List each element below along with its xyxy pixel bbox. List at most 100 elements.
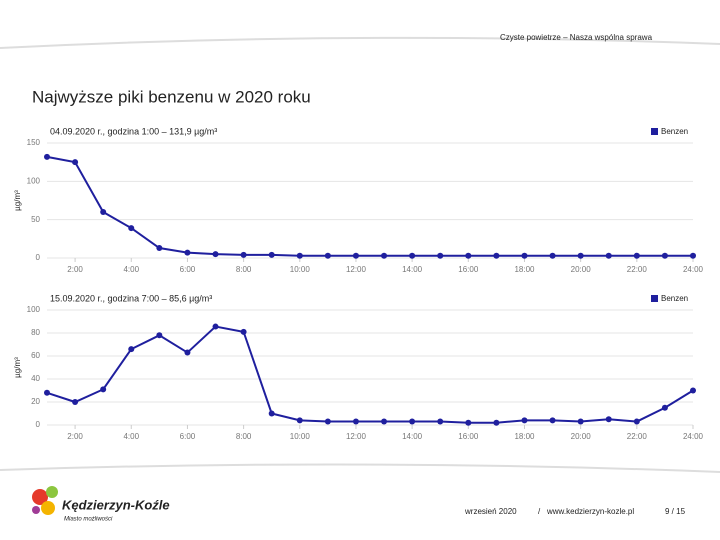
point (212, 323, 219, 330)
point (296, 252, 303, 259)
point (521, 252, 528, 259)
x-tick-label: 22:00 (627, 432, 648, 441)
point (493, 419, 500, 426)
x-tick-label: 20:00 (571, 265, 592, 274)
x-tick-label: 20:00 (571, 432, 592, 441)
x-tick-label: 22:00 (627, 265, 648, 274)
x-tick-label: 12:00 (346, 265, 367, 274)
x-tick-label: 10:00 (290, 265, 311, 274)
x-tick-label: 6:00 (180, 432, 196, 441)
point (296, 417, 303, 424)
point (661, 404, 668, 411)
point (493, 252, 500, 259)
point (577, 252, 584, 259)
line (46, 325, 694, 424)
y-tick-label: 40 (31, 374, 40, 383)
logo (32, 486, 58, 515)
point (690, 387, 696, 394)
point (72, 159, 79, 166)
y-tick-label: 0 (36, 253, 41, 262)
point (465, 419, 472, 426)
logo-dot (41, 501, 55, 515)
point (352, 252, 359, 259)
x-tick-label: 16:00 (458, 432, 479, 441)
point (605, 252, 612, 259)
slide-title: Najwyższe piki benzenu w 2020 roku (32, 87, 311, 106)
x-tick-label: 6:00 (180, 265, 196, 274)
y-tick-label: 100 (27, 176, 41, 185)
x-tick-label: 12:00 (346, 432, 367, 441)
point (409, 252, 416, 259)
point (212, 251, 219, 258)
point (156, 332, 163, 339)
page-number: 9 / 15 (665, 507, 686, 516)
point (324, 252, 331, 259)
point (184, 349, 191, 356)
point (381, 418, 388, 425)
x-tick-label: 10:00 (290, 432, 311, 441)
point (268, 251, 275, 258)
point (44, 389, 50, 396)
x-tick-label: 16:00 (458, 265, 479, 274)
x-tick-label: 14:00 (402, 265, 423, 274)
logo-dot (46, 486, 58, 498)
y-axis-label: µg/m³ (13, 357, 22, 378)
x-tick-label: 2:00 (67, 265, 83, 274)
chart-title: 15.09.2020 r., godzina 7:00 – 85,6 µg/m³ (50, 293, 212, 303)
point (605, 416, 612, 423)
x-tick-label: 4:00 (123, 265, 139, 274)
x-tick-label: 24:00 (683, 432, 704, 441)
point (465, 252, 472, 259)
logo-text: Kędzierzyn-Koźle (62, 497, 170, 512)
y-axis-label: µg/m³ (13, 190, 22, 211)
legend-label: Benzen (661, 294, 688, 303)
x-tick-label: 8:00 (236, 432, 252, 441)
point (437, 252, 444, 259)
x-tick-label: 2:00 (67, 432, 83, 441)
point (324, 418, 331, 425)
x-tick-label: 4:00 (123, 432, 139, 441)
y-tick-label: 100 (27, 305, 41, 314)
point (156, 245, 163, 252)
y-tick-label: 0 (36, 420, 41, 429)
header: Czyste powietrze – Nasza wspólna sprawa (500, 33, 653, 42)
point (549, 252, 556, 259)
logo-dot (32, 489, 48, 505)
point (100, 209, 107, 215)
point (44, 153, 50, 160)
point (577, 418, 584, 425)
point (184, 249, 191, 256)
point (661, 252, 668, 259)
footer-curve (0, 463, 720, 473)
point (633, 418, 640, 425)
logo-dot (32, 506, 40, 514)
point (240, 251, 247, 258)
legend-swatch (651, 128, 658, 135)
point (100, 386, 107, 393)
point (352, 418, 359, 425)
x-tick-label: 24:00 (683, 265, 704, 274)
x-tick-label: 14:00 (402, 432, 423, 441)
point (437, 418, 444, 425)
legend-label: Benzen (661, 127, 688, 136)
line (46, 155, 693, 257)
point (549, 417, 556, 424)
chart-title: 04.09.2020 r., godzina 1:00 – 131,9 µg/m… (50, 126, 217, 136)
x-tick-label: 18:00 (514, 265, 535, 274)
y-tick-label: 150 (27, 138, 41, 147)
point (521, 417, 528, 424)
y-tick-label: 60 (31, 351, 40, 360)
footer-sep: / (538, 507, 541, 516)
y-tick-label: 50 (31, 215, 40, 224)
y-tick-label: 80 (31, 328, 40, 337)
legend-swatch (651, 295, 658, 302)
footer-url: www.kedzierzyn-kozle.pl (546, 507, 634, 516)
footer-date: wrzesień 2020 (464, 507, 517, 516)
point (268, 410, 275, 417)
x-tick-label: 8:00 (236, 265, 252, 274)
x-tick-label: 18:00 (514, 432, 535, 441)
y-tick-label: 20 (31, 397, 40, 406)
slogan: Miasto możliwości (64, 517, 113, 523)
point (633, 252, 640, 259)
